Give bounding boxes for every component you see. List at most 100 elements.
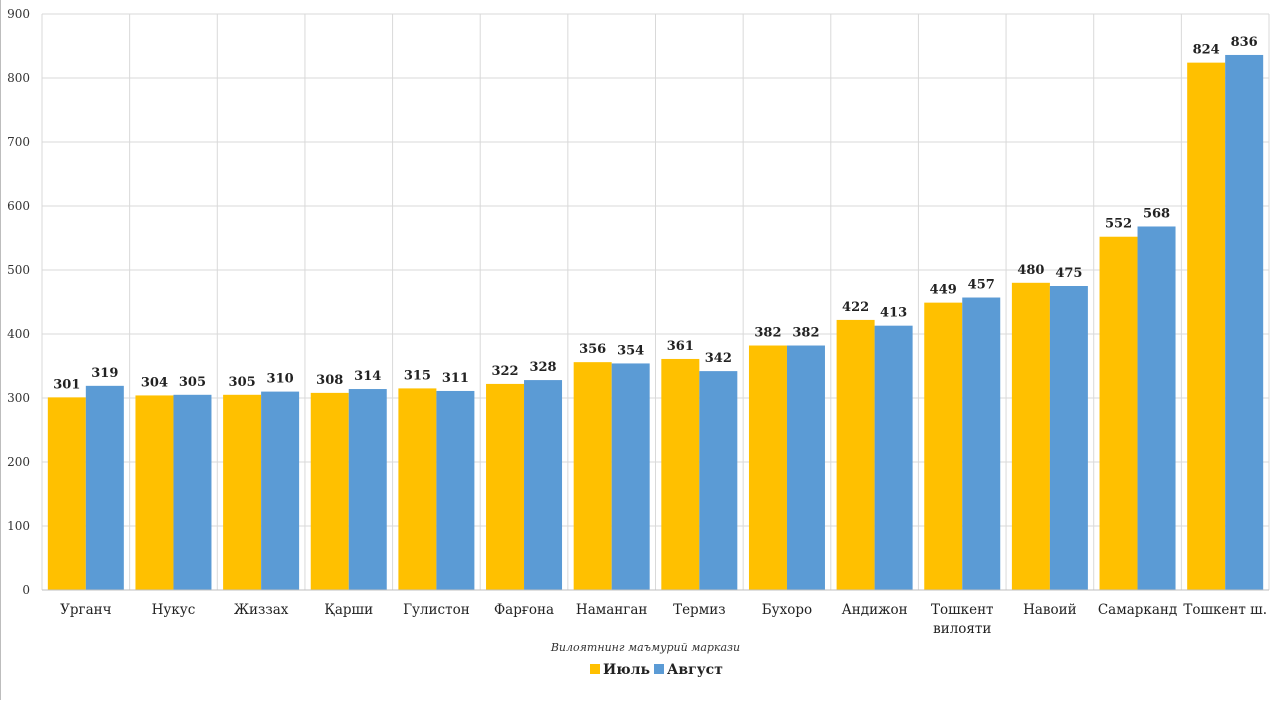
data-label: 304 [141, 375, 168, 390]
bar-july [398, 388, 437, 590]
x-tick-label-line: Жиззах [234, 602, 289, 618]
x-tick-label: Урганч [60, 602, 112, 618]
data-label: 301 [53, 377, 80, 392]
bar-july [924, 302, 963, 590]
y-tick-label: 800 [7, 71, 30, 85]
x-tick-label-line: Гулистон [403, 602, 470, 618]
x-axis-title: Вилоятнинг маъмурий маркази [550, 641, 740, 654]
x-tick-label-line: Тошкент ш. [1183, 602, 1267, 618]
x-tick-label: Термиз [673, 602, 726, 618]
y-tick-label: 400 [7, 327, 30, 341]
data-label: 568 [1143, 206, 1170, 221]
data-label: 413 [880, 306, 907, 321]
x-tick-label-line: Қарши [324, 602, 373, 618]
data-label: 314 [354, 369, 381, 384]
data-label: 475 [1055, 266, 1082, 281]
gridlines [41, 13, 1270, 590]
bar-august [173, 394, 212, 590]
bar-july [310, 392, 349, 590]
x-tick-label: Бухоро [762, 602, 812, 618]
data-label: 457 [968, 278, 995, 293]
data-label: 342 [705, 351, 732, 366]
x-tick-label-line: Бухоро [762, 602, 812, 618]
bar-july [47, 397, 86, 590]
data-label: 354 [617, 343, 644, 358]
legend-label: Июль [603, 662, 650, 678]
data-label: 382 [792, 326, 819, 341]
data-label: 449 [930, 283, 957, 298]
bar-july [573, 362, 612, 590]
data-labels: 301 319 304 305 305 310 308 314 315 311 322 328 356 3… [53, 35, 1257, 392]
x-tick-label-line: Фарғона [494, 602, 554, 618]
bar-august [699, 371, 738, 590]
bars [47, 54, 1264, 591]
data-label: 422 [842, 300, 869, 315]
data-label: 305 [179, 375, 206, 390]
bar-july [1011, 282, 1050, 590]
legend-label: Август [667, 662, 723, 678]
y-tick-label: 500 [7, 263, 30, 277]
bar-august [85, 385, 124, 590]
x-axis-tick-labels: Урганч Нукус Жиззах Қарши Гулистон Фарғона Нам… [60, 602, 1267, 637]
y-tick-label: 100 [7, 519, 30, 533]
data-label: 310 [267, 372, 294, 387]
y-tick-label: 300 [7, 391, 30, 405]
data-label: 328 [529, 360, 556, 375]
x-tick-label: Тошкент вилояти [931, 602, 994, 637]
x-tick-label: Навоий [1023, 602, 1077, 618]
data-label: 305 [229, 375, 256, 390]
x-tick-label-line: вилояти [933, 621, 991, 637]
x-tick-label: Жиззах [234, 602, 289, 618]
x-tick-label: Қарши [324, 602, 373, 618]
legend-swatch [654, 664, 664, 674]
bar-july [223, 394, 262, 590]
data-label: 480 [1017, 263, 1044, 278]
y-tick-label: 0 [22, 583, 30, 597]
x-tick-label-line: Термиз [673, 602, 726, 618]
x-tick-label-line: Самарканд [1098, 602, 1177, 618]
x-tick-label-line: Навоий [1023, 602, 1077, 618]
bar-july [486, 383, 525, 590]
data-label: 308 [316, 373, 343, 388]
y-tick-label: 200 [7, 455, 30, 469]
bar-august [1049, 286, 1088, 590]
data-label: 319 [91, 366, 118, 381]
data-label: 356 [579, 342, 606, 357]
x-tick-label-line: Андижон [842, 602, 908, 618]
x-tick-label: Тошкент ш. [1183, 602, 1267, 618]
x-tick-label: Гулистон [403, 602, 470, 618]
data-label: 322 [491, 364, 518, 379]
legend: Июль Август [590, 662, 723, 678]
x-tick-label: Нукус [152, 602, 196, 618]
x-tick-label: Андижон [842, 602, 908, 618]
bar-july [748, 345, 787, 590]
data-label: 311 [442, 371, 469, 386]
bar-july [661, 358, 700, 590]
bar-august [1137, 226, 1176, 591]
data-label: 315 [404, 368, 431, 383]
bar-august [786, 345, 825, 590]
y-axis-tick-labels: 0 100 200 300 400 500 600 700 800 900 [7, 7, 30, 597]
x-tick-label-line: Наманган [576, 602, 648, 618]
data-label: 552 [1105, 217, 1132, 232]
x-tick-label-line: Урганч [60, 602, 112, 618]
bar-august [1225, 54, 1264, 590]
bar-august [962, 297, 1001, 590]
bar-august [261, 391, 300, 590]
bar-august [611, 363, 650, 590]
bar-august [524, 380, 563, 590]
data-label: 836 [1231, 35, 1258, 50]
y-tick-label: 700 [7, 135, 30, 149]
x-tick-label-line: Тошкент [931, 602, 994, 618]
y-tick-label: 900 [7, 7, 30, 21]
bar-july [135, 395, 174, 590]
data-label: 382 [754, 326, 781, 341]
x-tick-label: Самарканд [1098, 602, 1177, 618]
x-tick-label: Фарғона [494, 602, 554, 618]
bar-august [436, 390, 475, 590]
x-tick-label: Наманган [576, 602, 648, 618]
bar-august [348, 389, 387, 590]
bar-july [836, 319, 875, 590]
x-tick-label-line: Нукус [152, 602, 196, 618]
